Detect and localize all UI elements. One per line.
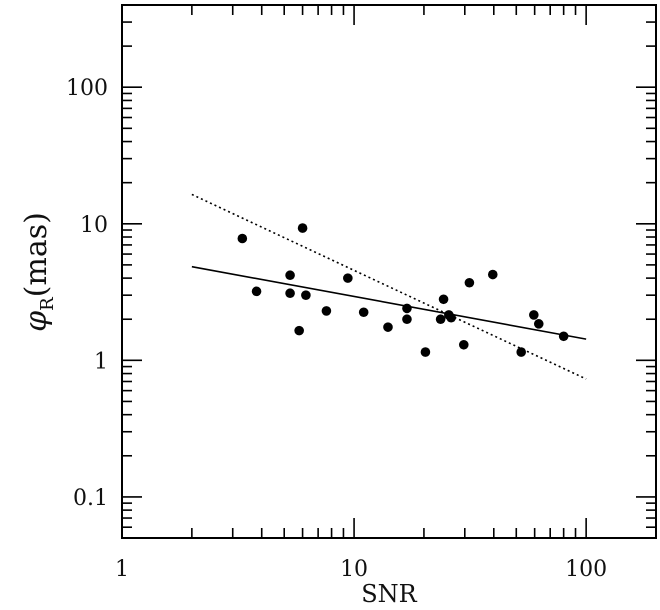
axis-ticks: [121, 4, 657, 539]
fit-lines: [191, 193, 587, 380]
y-axis-unit: (mas): [19, 212, 54, 297]
data-point: [297, 223, 308, 233]
y-axis-label: φR(mas): [19, 212, 58, 332]
data-point: [294, 325, 304, 336]
y-tick-label: 1: [94, 349, 108, 374]
data-point: [420, 347, 431, 357]
data-point: [529, 310, 539, 320]
y-tick-label: 10: [80, 213, 108, 238]
data-point: [402, 314, 412, 325]
data-point: [358, 307, 369, 318]
data-point: [533, 319, 544, 329]
data-point: [464, 277, 475, 288]
data-point: [383, 322, 393, 332]
x-tick-label: 10: [340, 557, 368, 582]
x-axis-label: SNR: [361, 580, 417, 608]
data-point: [487, 269, 498, 280]
data-point: [237, 233, 248, 244]
y-tick-label: 0.1: [73, 486, 108, 511]
data-point: [343, 273, 353, 283]
y-axis-symbol: φ: [19, 311, 54, 332]
x-tick-label: 100: [565, 557, 607, 582]
data-point: [301, 290, 311, 300]
data-points: [237, 223, 569, 357]
data-point: [438, 294, 449, 305]
y-axis-subscript: R: [37, 297, 58, 311]
dotted-fit-line: [191, 193, 587, 380]
data-point: [446, 312, 456, 323]
data-point: [558, 331, 569, 342]
data-point: [321, 306, 332, 316]
data-point: [251, 286, 262, 297]
svg-text:φR(mas): φR(mas): [19, 212, 58, 332]
plot-frame: [121, 4, 657, 539]
solid-fit-line: [191, 265, 587, 340]
data-point: [516, 347, 526, 357]
data-point: [458, 339, 469, 350]
data-point: [285, 288, 295, 299]
x-tick-label: 1: [115, 557, 129, 582]
data-point: [435, 314, 446, 325]
tick-labels: 1 10 100 0.1 1 10 100: [66, 76, 607, 582]
data-point: [285, 270, 295, 281]
y-tick-label: 100: [66, 76, 108, 101]
data-point: [402, 303, 412, 314]
